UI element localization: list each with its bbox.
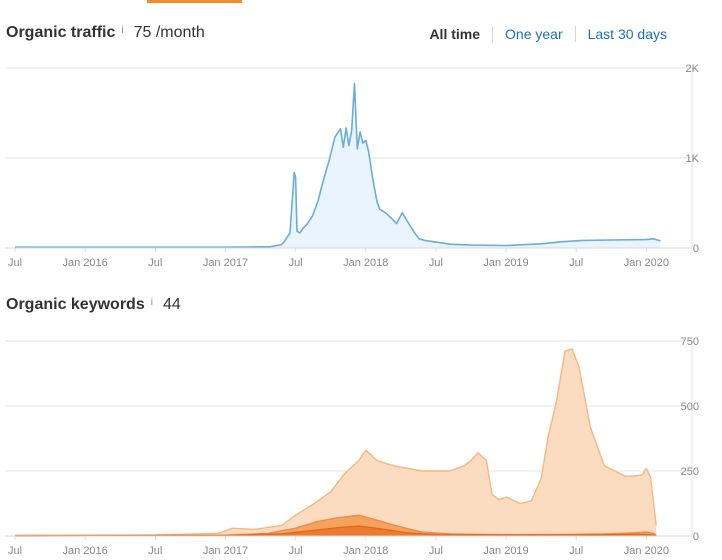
- info-icon[interactable]: i: [150, 297, 153, 308]
- organic-keywords-chart: 750 500 250 0 Jul Jan 2016 Jul Jan 2017 Jul Jan 2…: [5, 336, 699, 557]
- x-tick-label: Jul: [148, 545, 162, 557]
- x-tick-label: Jan 2017: [203, 257, 248, 269]
- keywords-line-series-1: [14, 348, 657, 536]
- x-tick-label: Jul: [289, 257, 303, 269]
- keywords-line-series-2: [14, 514, 657, 537]
- x-tick-label: Jul: [429, 257, 443, 269]
- x-tick-label: Jul: [289, 545, 303, 557]
- x-tick-label: Jan 2019: [483, 545, 528, 557]
- active-tab-indicator: [147, 0, 242, 3]
- x-tick-label: Jan 2018: [343, 257, 388, 269]
- x-tick-label: Jan 2016: [63, 545, 108, 557]
- keywords-area-series-1: [15, 348, 657, 536]
- x-tick-label: Jan 2018: [343, 545, 388, 557]
- tab-one-year[interactable]: One year: [492, 26, 575, 42]
- organic-traffic-title: Organic traffic: [6, 24, 116, 41]
- organic-keywords-header: Organic keywords i 44: [6, 296, 181, 318]
- x-tick-label: Jan 2017: [203, 545, 248, 557]
- x-tick-label: Jul: [569, 257, 583, 269]
- y-tick-label: 750: [681, 336, 699, 348]
- keywords-area-series-3: [15, 526, 657, 536]
- organic-keywords-title: Organic keywords: [6, 296, 145, 313]
- keywords-area-series-2: [15, 515, 657, 536]
- x-tick-label: Jan 2020: [624, 545, 669, 557]
- x-tick-label: Jul: [569, 545, 583, 557]
- x-tick-label: Jan 2016: [63, 257, 108, 269]
- keywords-line-series-3: [14, 525, 657, 537]
- y-tick-label: 250: [681, 466, 699, 478]
- y-tick-label: 1K: [686, 153, 700, 165]
- time-range-tabs: All time One year Last 30 days: [417, 26, 679, 42]
- organic-traffic-value: 75 /month: [133, 24, 205, 41]
- y-tick-label: 2K: [686, 63, 700, 75]
- traffic-area: [15, 83, 661, 249]
- x-tick-label: Jul: [429, 545, 443, 557]
- traffic-line: [15, 82, 661, 248]
- x-tick-label: Jul: [148, 257, 162, 269]
- organic-traffic-header: Organic traffic i 75 /month: [6, 24, 205, 46]
- organic-keywords-value: 44: [162, 296, 181, 313]
- info-icon[interactable]: i: [121, 25, 124, 36]
- x-tick-label: Jul: [8, 545, 22, 557]
- tab-last-30-days[interactable]: Last 30 days: [574, 26, 679, 42]
- tab-all-time[interactable]: All time: [429, 26, 481, 42]
- organic-traffic-chart: 2K 1K 0 Jul Jan 2016 Jul Jan 2017 Jul Jan 2018 Ju…: [5, 63, 700, 269]
- x-tick-label: Jul: [8, 257, 22, 269]
- x-tick-label: Jan 2020: [624, 257, 669, 269]
- y-tick-label: 0: [693, 243, 699, 255]
- x-tick-label: Jan 2019: [483, 257, 528, 269]
- y-tick-label: 500: [681, 401, 699, 413]
- y-tick-label: 0: [693, 531, 699, 543]
